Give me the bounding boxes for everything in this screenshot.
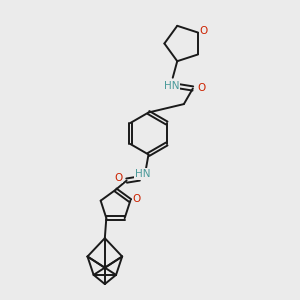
Text: O: O <box>199 26 208 36</box>
Text: O: O <box>114 172 122 183</box>
Text: HN: HN <box>135 169 150 179</box>
Text: O: O <box>197 83 206 94</box>
Text: O: O <box>133 194 141 204</box>
Text: HN: HN <box>164 81 179 91</box>
